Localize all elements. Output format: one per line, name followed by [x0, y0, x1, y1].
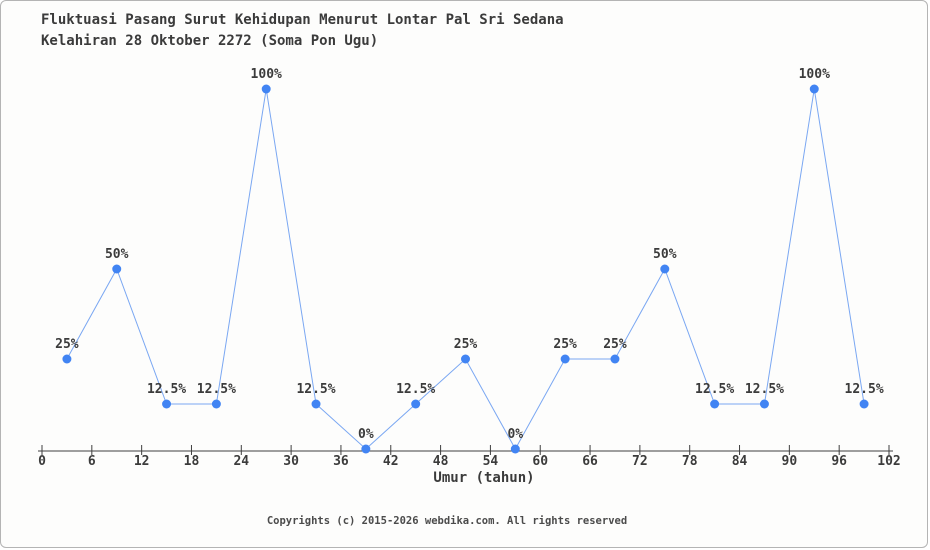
data-point-marker [510, 444, 520, 454]
chart-title-line1: Fluktuasi Pasang Surut Kehidupan Menurut… [41, 12, 564, 28]
data-point-marker [411, 399, 421, 409]
copyright-text: Copyrights (c) 2015-2026 webdika.com. Al… [266, 515, 628, 527]
data-point-marker [261, 84, 271, 94]
data-point-label: 100% [251, 67, 282, 82]
x-axis-tick-label: 66 [582, 454, 598, 469]
data-point-marker [361, 444, 371, 454]
data-point-label: 0% [358, 427, 374, 442]
data-point-label: 12.5% [845, 382, 884, 397]
x-axis-tick-label: 48 [433, 454, 449, 469]
x-axis-title: Umur (tahun) [433, 470, 534, 486]
x-axis-tick-label: 42 [383, 454, 399, 469]
data-point-label: 12.5% [396, 382, 435, 397]
data-point-label: 12.5% [197, 382, 236, 397]
data-point-label: 12.5% [745, 382, 784, 397]
x-axis-tick-label: 12 [134, 454, 150, 469]
x-axis-tick-label: 24 [233, 454, 249, 469]
data-point-marker [759, 399, 769, 409]
x-axis-tick-label: 84 [732, 454, 748, 469]
x-axis-tick-label: 0 [38, 454, 46, 469]
data-point-marker [809, 84, 819, 94]
data-point-label: 100% [799, 67, 830, 82]
data-point-label: 50% [105, 247, 129, 262]
data-point-label: 12.5% [296, 382, 335, 397]
chart-title: Fluktuasi Pasang Surut Kehidupan Menurut… [41, 10, 564, 52]
data-point-marker [461, 354, 470, 364]
data-point-label: 25% [603, 337, 627, 352]
x-axis-tick-label: 18 [184, 454, 200, 469]
x-axis-tick-label: 90 [782, 454, 798, 469]
data-point-marker [660, 264, 670, 274]
data-point-label: 50% [653, 247, 677, 262]
data-point-label: 0% [507, 427, 523, 442]
data-point-label: 12.5% [147, 382, 186, 397]
data-point-marker [859, 399, 869, 409]
x-axis-tick-label: 96 [831, 454, 847, 469]
data-point-label: 25% [55, 337, 79, 352]
data-point-label: 25% [553, 337, 577, 352]
data-point-marker [112, 264, 122, 274]
x-axis-tick-label: 60 [532, 454, 548, 469]
x-axis-tick-label: 78 [682, 454, 698, 469]
data-point-label: 25% [454, 337, 478, 352]
data-point-marker [560, 354, 570, 364]
data-point-marker [62, 354, 72, 364]
data-point-marker [311, 399, 321, 409]
data-point-label: 12.5% [695, 382, 734, 397]
chart-title-line2: Kelahiran 28 Oktober 2272 (Soma Pon Ugu) [41, 33, 379, 49]
x-axis-tick-label: 30 [283, 454, 299, 469]
x-axis-tick-label: 6 [88, 454, 96, 469]
x-axis-tick-label: 72 [632, 454, 648, 469]
data-point-marker [162, 399, 172, 409]
x-axis-tick-label: 54 [483, 454, 499, 469]
x-axis-tick-label: 36 [333, 454, 349, 469]
x-axis-tick-label: 102 [877, 454, 900, 469]
data-point-marker [710, 399, 720, 409]
data-point-marker [211, 399, 221, 409]
data-point-marker [610, 354, 620, 364]
